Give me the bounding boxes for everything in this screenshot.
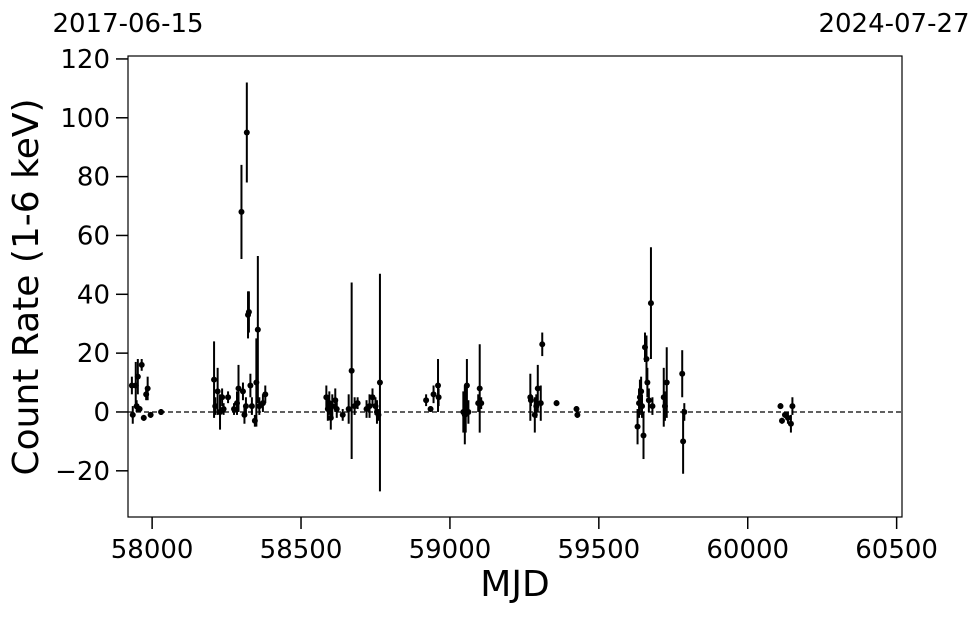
- data-point: [639, 403, 646, 410]
- x-axis-label: MJD: [480, 564, 549, 605]
- x-tick-label: 59000: [409, 535, 492, 565]
- data-point: [573, 406, 580, 413]
- x-tick-label: 60000: [706, 535, 789, 565]
- data-point: [339, 411, 346, 418]
- data-point: [247, 382, 254, 389]
- data-point: [262, 391, 269, 398]
- data-point: [225, 394, 232, 401]
- y-axis-label: Count Rate (1-6 keV): [6, 98, 47, 475]
- data-point: [784, 414, 791, 421]
- plot-frame: [127, 55, 903, 518]
- data-point: [235, 385, 242, 392]
- data-point: [129, 411, 136, 418]
- data-point: [345, 406, 352, 413]
- data-point: [649, 403, 656, 410]
- y-tick-label: 40: [77, 280, 110, 310]
- data-point: [369, 394, 376, 401]
- data-point: [376, 379, 383, 386]
- data-point: [679, 370, 686, 377]
- y-tick-label: 100: [60, 104, 110, 134]
- data-point: [140, 414, 147, 421]
- data-point: [136, 406, 143, 413]
- data-point: [778, 417, 785, 424]
- data-point: [239, 388, 246, 395]
- y-tick-label: −20: [55, 457, 110, 487]
- data-point: [427, 406, 434, 413]
- data-point: [680, 438, 687, 445]
- data-point: [647, 300, 654, 307]
- top-date-label: 2024-07-27: [818, 9, 969, 39]
- data-point: [435, 382, 442, 389]
- data-point: [211, 376, 218, 383]
- data-point: [138, 361, 145, 368]
- data-point: [534, 385, 541, 392]
- data-point: [134, 373, 141, 380]
- y-tick-label: 20: [77, 339, 110, 369]
- data-point: [348, 367, 355, 374]
- top-date-label: 2017-06-15: [52, 9, 203, 39]
- data-point: [574, 411, 581, 418]
- data-point: [231, 406, 238, 413]
- data-point: [423, 397, 430, 404]
- data-point: [478, 400, 485, 407]
- data-point: [476, 385, 483, 392]
- data-point: [640, 432, 647, 439]
- data-point: [527, 397, 534, 404]
- data-point: [787, 420, 794, 427]
- data-point: [435, 394, 442, 401]
- y-tick-label: 80: [77, 163, 110, 193]
- data-point: [644, 379, 651, 386]
- data-point: [254, 326, 261, 333]
- data-point: [329, 403, 336, 410]
- data-point: [333, 406, 340, 413]
- data-point: [238, 208, 245, 215]
- data-point: [354, 400, 361, 407]
- x-tick-label: 60500: [855, 535, 938, 565]
- data-point: [463, 382, 470, 389]
- x-tick-label: 59500: [557, 535, 640, 565]
- data-point: [220, 406, 227, 413]
- data-point: [681, 408, 688, 415]
- data-point: [243, 129, 250, 136]
- data-point: [219, 394, 226, 401]
- data-point: [147, 411, 154, 418]
- data-point: [539, 341, 546, 348]
- data-point: [663, 379, 670, 386]
- data-point: [465, 408, 472, 415]
- data-point: [248, 403, 255, 410]
- data-point: [144, 385, 151, 392]
- y-tick-label: 0: [93, 398, 110, 428]
- data-point: [643, 356, 650, 363]
- data-point: [430, 391, 437, 398]
- x-tick-label: 58500: [260, 535, 343, 565]
- data-point: [645, 397, 652, 404]
- y-tick-label: 120: [60, 45, 110, 75]
- data-point: [634, 423, 641, 430]
- data-point: [537, 400, 544, 407]
- y-tick-label: 60: [77, 221, 110, 251]
- data-point: [214, 388, 221, 395]
- data-point: [158, 408, 165, 415]
- data-point: [777, 403, 784, 410]
- data-point: [789, 403, 796, 410]
- data-point: [366, 403, 373, 410]
- data-point: [242, 403, 249, 410]
- x-tick-label: 58000: [111, 535, 194, 565]
- data-point: [638, 388, 645, 395]
- data-point: [245, 308, 252, 315]
- data-point: [553, 400, 560, 407]
